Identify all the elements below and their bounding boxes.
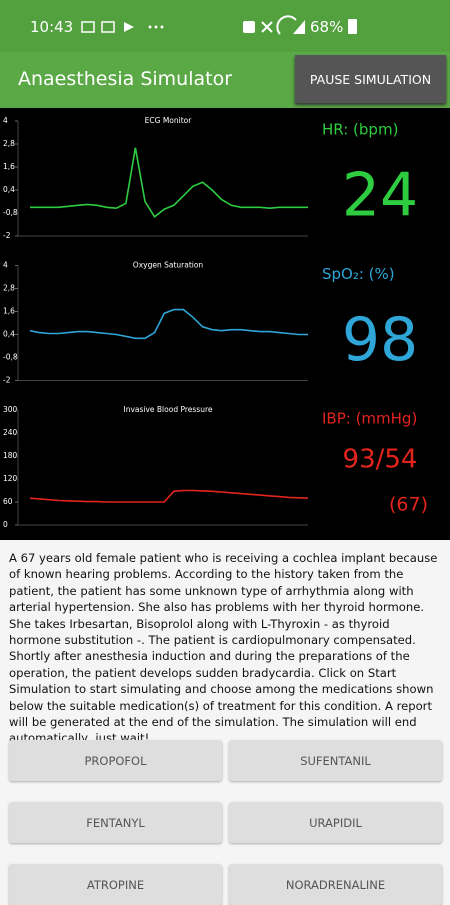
medication-button[interactable]: FENTANYL — [9, 802, 222, 843]
waveform — [30, 147, 308, 218]
readout-label: SpO₂: (%) — [322, 265, 395, 283]
medication-buttons: PROPOFOL SUFENTANIL FENTANYL URAPIDIL ATROPI… — [9, 740, 442, 905]
medication-button[interactable]: NORADRENALINE — [229, 864, 442, 905]
readout-value: 93/54 — [343, 445, 418, 475]
y-tick-label: 120 — [3, 474, 18, 483]
clock: 10:43 — [30, 18, 74, 36]
waveform — [29, 308, 308, 340]
y-tick-label: 4 — [3, 116, 8, 125]
readout-label: HR: (bpm) — [322, 121, 398, 139]
app-title: Anaesthesia Simulator — [18, 68, 233, 90]
y-tick-label: -0,8 — [3, 208, 18, 217]
y-tick-label: 240 — [3, 428, 18, 437]
y-tick-label: -2 — [3, 231, 11, 240]
y-tick-label: 180 — [3, 451, 18, 460]
readout-value: 24 — [342, 161, 418, 231]
status-icons — [81, 15, 357, 35]
readout-value: 98 — [342, 305, 418, 375]
y-tick-label: 1,6 — [3, 307, 15, 316]
medication-button[interactable]: ATROPINE — [9, 864, 222, 905]
y-tick-label: -2 — [3, 376, 11, 385]
y-tick-label: 300 — [3, 405, 18, 414]
chart-title: ECG Monitor — [145, 116, 193, 125]
medication-button[interactable]: PROPOFOL — [9, 740, 222, 781]
chart-title: Oxygen Saturation — [133, 261, 204, 270]
medication-button[interactable]: URAPIDIL — [229, 802, 442, 843]
app-bar: Anaesthesia Simulator PAUSE SIMULATION — [0, 52, 450, 108]
y-tick-label: 0,4 — [3, 185, 15, 194]
y-tick-label: 60 — [3, 497, 13, 506]
status-bar: 10:43 68% — [0, 0, 450, 52]
y-tick-label: 2,8 — [3, 284, 15, 293]
readout-extra: (67) — [389, 494, 428, 516]
pause-button[interactable]: PAUSE SIMULATION — [295, 55, 446, 103]
y-tick-label: 0 — [3, 520, 8, 529]
battery-level: 68% — [310, 18, 344, 36]
chart-title: Invasive Blood Pressure — [123, 405, 212, 414]
medication-button[interactable]: SUFENTANIL — [229, 740, 442, 781]
y-tick-label: 4 — [3, 261, 8, 270]
case-description: A 67 years old female patient who is rec… — [9, 551, 438, 746]
monitor-panel: ECG Monitor 4 2,8 1,6 0,4 -0,8 -2 HR: (bpm) 24 Ox… — [0, 108, 450, 540]
waveform — [29, 489, 309, 503]
y-tick-label: 2,8 — [3, 139, 15, 148]
y-tick-label: 0,4 — [3, 330, 15, 339]
y-tick-label: 1,6 — [3, 162, 15, 171]
readout-label: IBP: (mmHg) — [322, 410, 417, 428]
y-tick-label: -0,8 — [3, 353, 18, 362]
